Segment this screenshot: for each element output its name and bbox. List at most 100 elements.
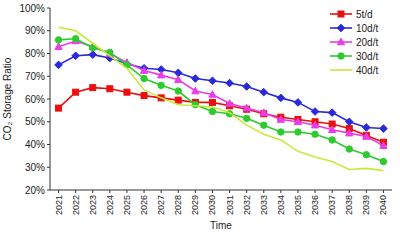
point — [243, 115, 249, 121]
x-tick — [75, 190, 76, 193]
point — [55, 61, 63, 69]
y-tick — [47, 121, 50, 122]
point — [192, 87, 199, 94]
y-tick — [47, 167, 50, 168]
point — [158, 82, 164, 88]
series-line — [59, 88, 384, 143]
x-tick-label: 2027 — [156, 195, 166, 215]
point — [209, 99, 215, 105]
point — [73, 89, 79, 95]
x-tick — [229, 190, 230, 193]
point — [328, 109, 336, 117]
x-axis-title: Time — [210, 220, 232, 231]
point — [363, 124, 371, 132]
x-tick — [92, 190, 93, 193]
x-tick-label: 2035 — [293, 195, 303, 215]
series — [59, 27, 384, 170]
point — [380, 125, 388, 133]
y-tick — [47, 53, 50, 54]
point — [55, 37, 61, 43]
y-tick-label: 90% — [25, 25, 45, 36]
series — [55, 37, 387, 148]
series-line — [59, 55, 384, 129]
x-tick-label: 2034 — [276, 195, 286, 215]
x-tick-label: 2039 — [361, 195, 371, 215]
x-tick — [280, 190, 281, 193]
x-tick-label: 2031 — [225, 195, 235, 215]
point — [380, 158, 386, 164]
point — [337, 38, 344, 45]
x-tick-label: 2025 — [122, 195, 132, 215]
x-tick-label: 2024 — [105, 195, 115, 215]
point — [226, 79, 234, 87]
x-tick-label: 2036 — [310, 195, 320, 215]
x-tick-label: 2038 — [344, 195, 354, 215]
x-tick-label: 2021 — [54, 195, 64, 215]
point — [192, 101, 198, 107]
point — [226, 100, 233, 107]
series — [55, 36, 386, 165]
x-tick-label: 2033 — [259, 195, 269, 215]
x-tick — [126, 190, 127, 193]
point — [345, 118, 353, 126]
point — [294, 99, 302, 107]
y-axis-title: CO₂ Storage Ratio — [2, 57, 13, 140]
point — [209, 108, 215, 114]
y-tick-label: 100% — [19, 3, 45, 14]
legend-label: 20d/t — [356, 37, 378, 48]
series-line — [59, 41, 384, 146]
point — [89, 51, 97, 59]
point — [260, 109, 267, 116]
point — [346, 129, 353, 136]
x-tick — [383, 190, 384, 193]
point — [107, 86, 113, 92]
y-tick-label: 40% — [25, 139, 45, 150]
x-tick-label: 2037 — [327, 195, 337, 215]
y-tick — [47, 190, 50, 191]
legend-line — [330, 69, 352, 71]
point — [295, 129, 301, 135]
point — [363, 152, 369, 158]
x-tick — [178, 190, 179, 193]
x-tick — [161, 190, 162, 193]
series-line — [59, 39, 384, 162]
series-line — [59, 27, 384, 170]
x-tick-label: 2029 — [190, 195, 200, 215]
point — [277, 94, 285, 102]
x-tick — [263, 190, 264, 193]
legend-label: 40d/t — [356, 65, 378, 76]
y-tick-label: 60% — [25, 94, 45, 105]
x-tick — [315, 190, 316, 193]
point — [141, 75, 147, 81]
x-tick-label: 2023 — [88, 195, 98, 215]
point — [294, 118, 301, 125]
point — [158, 71, 165, 78]
point — [192, 75, 200, 83]
series — [55, 51, 388, 133]
legend: 5t/d10d/t20d/t30d/t40d/t — [330, 9, 378, 76]
y-tick-label: 20% — [25, 185, 45, 196]
x-tick-label: 2032 — [242, 195, 252, 215]
x-tick-label: 2040 — [378, 195, 388, 215]
point — [260, 88, 268, 96]
x-tick — [332, 190, 333, 193]
x-tick — [297, 190, 298, 193]
x-tick-label: 2030 — [207, 195, 217, 215]
x-tick — [58, 190, 59, 193]
x-axis — [50, 190, 392, 191]
y-tick — [47, 8, 50, 9]
point — [243, 83, 251, 91]
point — [312, 131, 318, 137]
x-tick — [349, 190, 350, 193]
point — [175, 76, 182, 83]
x-tick — [109, 190, 110, 193]
x-tick — [366, 190, 367, 193]
point — [209, 91, 216, 98]
point — [329, 137, 335, 143]
legend-label: 30d/t — [356, 51, 378, 62]
point — [311, 121, 318, 128]
point — [346, 146, 352, 152]
point — [278, 129, 284, 135]
point — [337, 24, 345, 32]
y-tick — [47, 76, 50, 77]
